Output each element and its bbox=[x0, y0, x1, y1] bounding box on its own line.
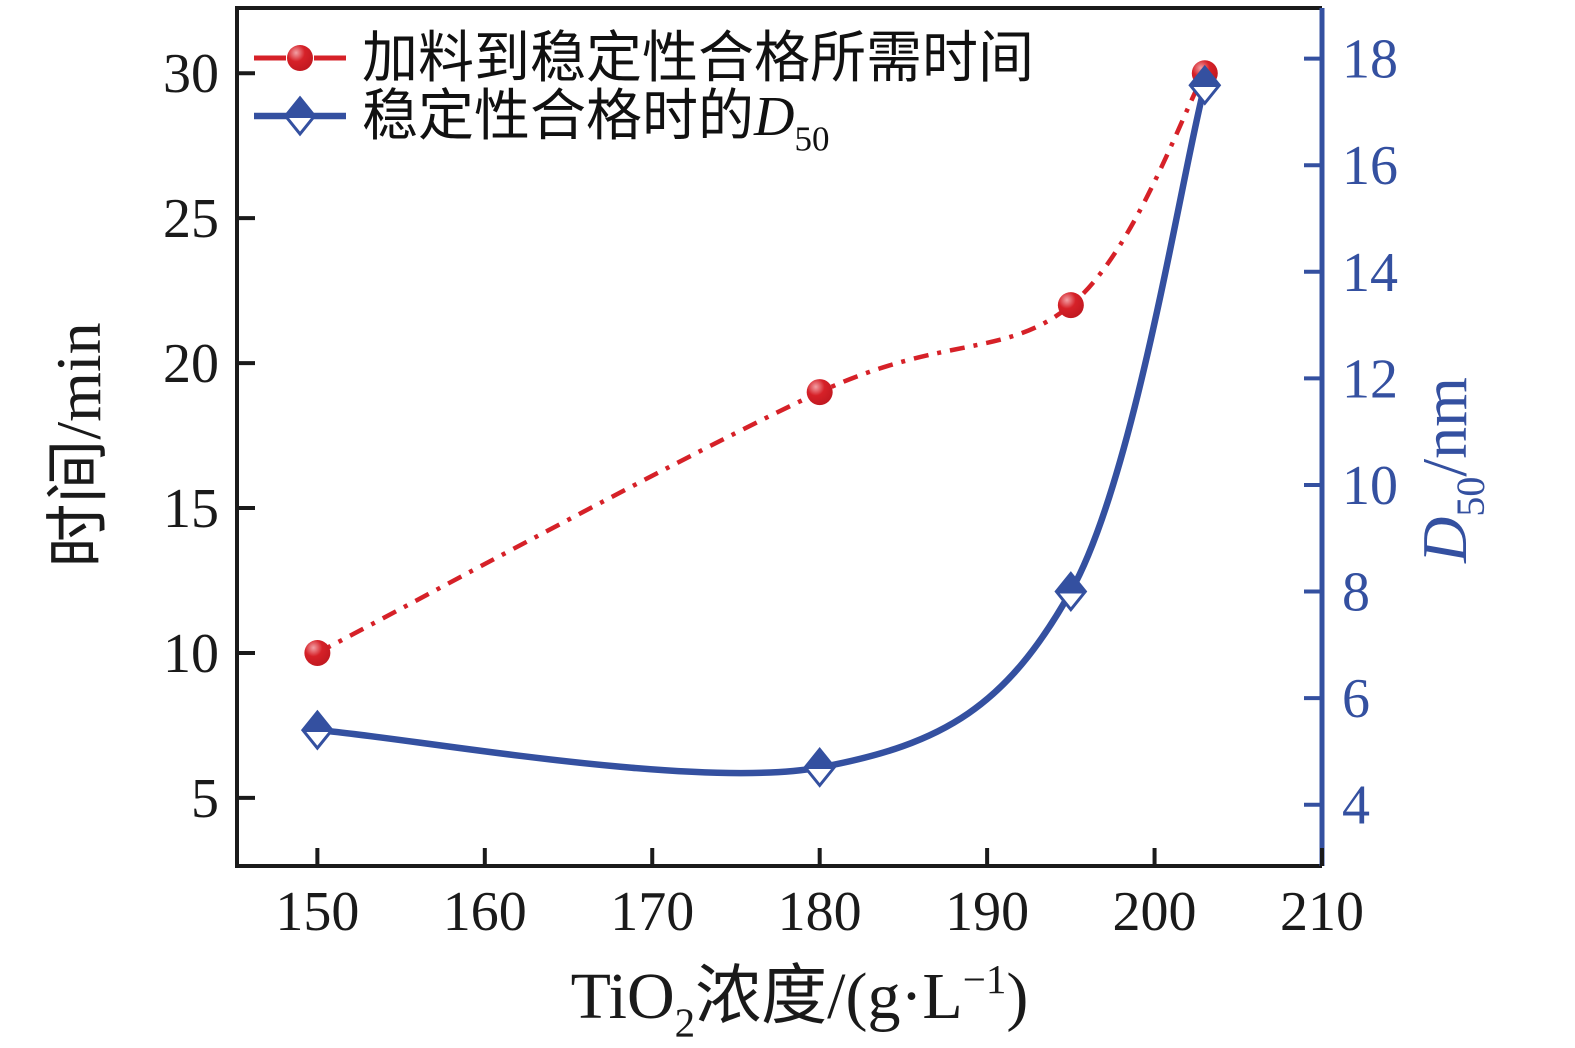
plot-border bbox=[235, 6, 1325, 868]
right-tick-label: 14 bbox=[1342, 242, 1398, 304]
series-d50-line bbox=[317, 84, 1208, 777]
x-tick-label: 170 bbox=[610, 881, 694, 943]
x-tick-label: 210 bbox=[1280, 881, 1364, 943]
series-time-marker bbox=[1057, 292, 1084, 319]
left-tick-label: 20 bbox=[163, 333, 219, 395]
x-tick-label: 160 bbox=[443, 881, 527, 943]
x-tick-label: 190 bbox=[945, 881, 1029, 943]
left-tick-label: 30 bbox=[163, 43, 219, 105]
right-axis-ticks: 4 6 8 10 12 14 16 18 bbox=[1304, 29, 1398, 837]
left-tick-label: 5 bbox=[191, 768, 219, 830]
legend-d50-marker bbox=[283, 95, 317, 137]
right-tick-label: 6 bbox=[1342, 668, 1370, 730]
x-axis-title: TiO2浓度/(g·L−1) bbox=[571, 956, 1029, 1046]
axis-spines-black bbox=[235, 6, 1322, 868]
series-time-marker bbox=[304, 639, 331, 666]
right-tick-label: 10 bbox=[1342, 455, 1398, 517]
series-d50-marker bbox=[1188, 64, 1222, 106]
legend-time-label: 加料到稳定性合格所需时间 bbox=[362, 28, 1034, 90]
y-axis-title-right: D50/nm bbox=[1409, 377, 1493, 564]
series-d50-marker bbox=[803, 747, 837, 788]
series-d50-marker bbox=[300, 709, 334, 751]
legend-item-time: 加料到稳定性合格所需时间 bbox=[254, 28, 1034, 90]
legend-time-marker bbox=[287, 45, 313, 71]
y-axis-title-left: 时间/min bbox=[43, 322, 114, 567]
left-axis-ticks: 5 10 15 20 25 30 bbox=[163, 43, 255, 830]
right-tick-label: 8 bbox=[1342, 562, 1370, 624]
x-axis-ticks: 150 160 170 180 190 200 210 bbox=[275, 848, 1364, 943]
x-tick-label: 200 bbox=[1113, 881, 1197, 943]
legend-item-d50: 稳定性合格时的D50 bbox=[254, 86, 829, 159]
right-tick-label: 4 bbox=[1342, 775, 1370, 837]
right-tick-label: 16 bbox=[1342, 135, 1398, 197]
series-time-line bbox=[316, 72, 1207, 655]
left-tick-label: 25 bbox=[163, 188, 219, 250]
legend-d50-label: 稳定性合格时的D50 bbox=[362, 86, 829, 159]
left-tick-label: 10 bbox=[163, 623, 219, 685]
right-tick-label: 12 bbox=[1342, 348, 1398, 410]
x-tick-label: 180 bbox=[778, 881, 862, 943]
x-tick-label: 150 bbox=[275, 881, 359, 943]
series-time-marker bbox=[806, 379, 833, 406]
series-d50-marker bbox=[1054, 571, 1088, 612]
data-series bbox=[300, 60, 1222, 788]
left-tick-label: 15 bbox=[163, 478, 219, 540]
axis-titles: 时间/min TiO2浓度/(g·L−1) D50/nm bbox=[43, 322, 1493, 1045]
right-tick-label: 18 bbox=[1342, 29, 1398, 91]
